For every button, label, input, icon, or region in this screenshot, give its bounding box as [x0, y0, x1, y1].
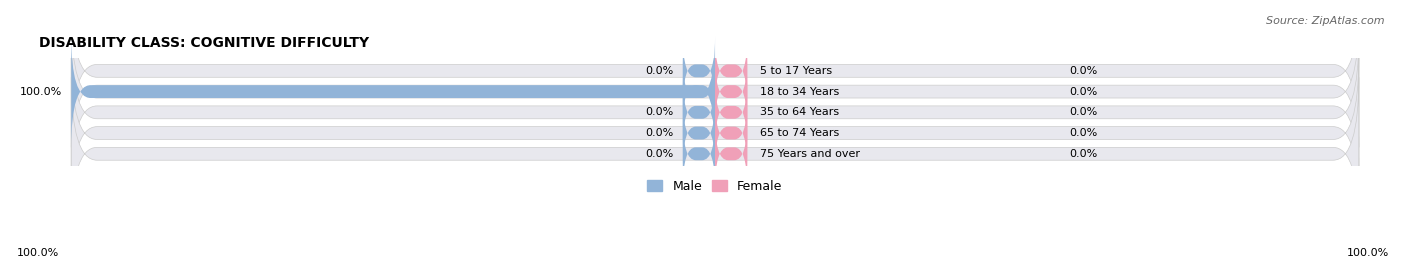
Text: 35 to 64 Years: 35 to 64 Years [761, 107, 839, 117]
FancyBboxPatch shape [716, 119, 747, 189]
Text: 0.0%: 0.0% [645, 107, 673, 117]
FancyBboxPatch shape [72, 15, 1358, 168]
Text: 100.0%: 100.0% [17, 248, 59, 258]
Text: 65 to 74 Years: 65 to 74 Years [761, 128, 839, 138]
Text: 0.0%: 0.0% [1069, 107, 1097, 117]
FancyBboxPatch shape [716, 36, 747, 106]
FancyBboxPatch shape [683, 36, 716, 106]
Text: 0.0%: 0.0% [1069, 128, 1097, 138]
FancyBboxPatch shape [683, 119, 716, 189]
FancyBboxPatch shape [683, 56, 716, 127]
FancyBboxPatch shape [683, 77, 716, 147]
Text: 0.0%: 0.0% [645, 128, 673, 138]
FancyBboxPatch shape [72, 56, 1358, 210]
Text: 18 to 34 Years: 18 to 34 Years [761, 87, 839, 97]
FancyBboxPatch shape [72, 0, 1358, 147]
Text: 0.0%: 0.0% [1069, 87, 1097, 97]
Text: 5 to 17 Years: 5 to 17 Years [761, 66, 832, 76]
Text: 0.0%: 0.0% [645, 66, 673, 76]
Text: 100.0%: 100.0% [1347, 248, 1389, 258]
Text: 0.0%: 0.0% [645, 149, 673, 159]
Legend: Male, Female: Male, Female [643, 175, 787, 198]
Text: DISABILITY CLASS: COGNITIVE DIFFICULTY: DISABILITY CLASS: COGNITIVE DIFFICULTY [39, 36, 370, 50]
Text: 0.0%: 0.0% [1069, 149, 1097, 159]
FancyBboxPatch shape [716, 77, 747, 147]
FancyBboxPatch shape [72, 77, 1358, 230]
Text: 100.0%: 100.0% [20, 87, 62, 97]
FancyBboxPatch shape [716, 98, 747, 168]
Text: Source: ZipAtlas.com: Source: ZipAtlas.com [1267, 16, 1385, 26]
FancyBboxPatch shape [683, 98, 716, 168]
FancyBboxPatch shape [72, 36, 716, 147]
FancyBboxPatch shape [72, 36, 1358, 189]
FancyBboxPatch shape [716, 56, 747, 127]
Text: 0.0%: 0.0% [1069, 66, 1097, 76]
Text: 75 Years and over: 75 Years and over [761, 149, 860, 159]
